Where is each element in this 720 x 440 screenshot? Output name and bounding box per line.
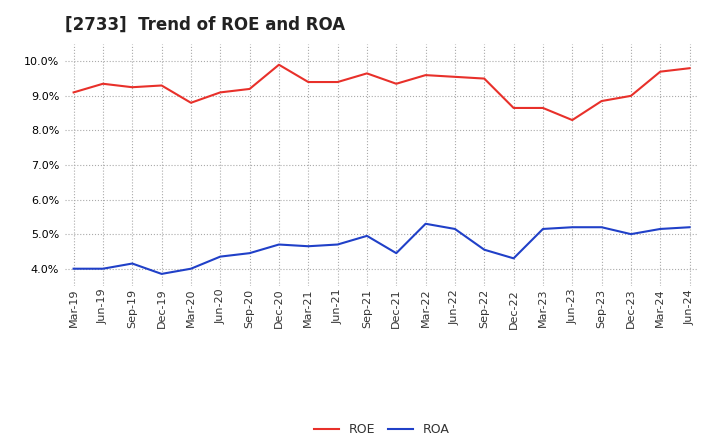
ROA <box>128 261 137 266</box>
ROE <box>333 79 342 84</box>
ROA <box>246 250 254 256</box>
ROE <box>626 93 635 99</box>
ROE <box>598 99 606 104</box>
ROE <box>539 105 547 110</box>
Legend: ROE, ROA: ROE, ROA <box>309 418 454 440</box>
ROE <box>186 100 195 106</box>
Text: [2733]  Trend of ROE and ROA: [2733] Trend of ROE and ROA <box>65 16 345 34</box>
ROA <box>539 226 547 231</box>
ROE <box>656 69 665 74</box>
ROA <box>598 224 606 230</box>
ROA <box>216 254 225 259</box>
ROE <box>392 81 400 86</box>
ROE <box>157 83 166 88</box>
ROE <box>216 90 225 95</box>
ROA <box>656 226 665 231</box>
ROA <box>421 221 430 227</box>
ROA <box>392 250 400 256</box>
ROA <box>363 233 372 238</box>
ROE <box>421 73 430 78</box>
ROE <box>685 66 694 71</box>
ROE <box>568 117 577 123</box>
ROA <box>99 266 107 271</box>
ROE <box>99 81 107 86</box>
ROA <box>480 247 489 253</box>
ROE <box>363 71 372 76</box>
ROA <box>685 224 694 230</box>
ROA <box>568 224 577 230</box>
ROA <box>626 231 635 237</box>
Line: ROE: ROE <box>73 65 690 120</box>
ROA <box>333 242 342 247</box>
ROA <box>509 256 518 261</box>
ROA <box>274 242 283 247</box>
ROE <box>509 105 518 110</box>
ROE <box>246 86 254 92</box>
ROA <box>69 266 78 271</box>
ROA <box>186 266 195 271</box>
ROE <box>128 84 137 90</box>
ROE <box>274 62 283 67</box>
Line: ROA: ROA <box>73 224 690 274</box>
ROE <box>304 79 312 84</box>
ROE <box>69 90 78 95</box>
ROA <box>451 226 459 231</box>
ROE <box>480 76 489 81</box>
ROA <box>157 271 166 277</box>
ROA <box>304 244 312 249</box>
ROE <box>451 74 459 80</box>
